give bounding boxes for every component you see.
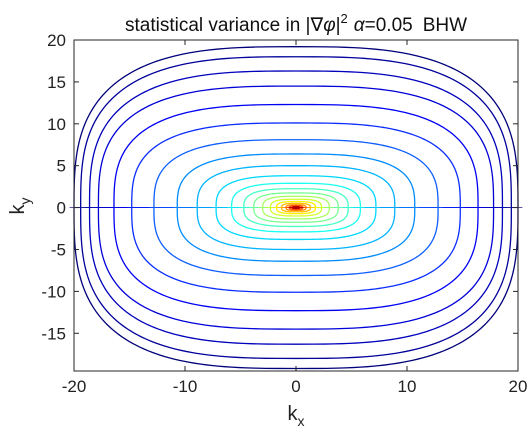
- y-tick-label: -5: [51, 240, 66, 259]
- y-ticks: -15 -10 -5 0 5 10 15 20: [41, 31, 518, 343]
- y-tick-label: 5: [57, 157, 66, 176]
- chart-title: statistical variance in |∇φ|2 α=0.05 BHW: [125, 11, 467, 36]
- y-tick-label: -15: [41, 324, 66, 343]
- y-tick-label: 20: [47, 31, 66, 50]
- y-tick-label: -10: [41, 282, 66, 301]
- contour-peak: [292, 205, 300, 210]
- y-tick-label: 15: [47, 73, 66, 92]
- x-ticks: -20 -10 0 10 20: [62, 40, 528, 396]
- y-axis-label: ky: [7, 198, 33, 215]
- y-tick-label: 0: [57, 199, 66, 218]
- plot-area: -20 -10 0 10 20 -15 -10 -5 0 5 10 15 20: [41, 31, 527, 396]
- x-tick-label: 0: [291, 377, 300, 396]
- x-tick-label: -20: [62, 377, 87, 396]
- x-tick-label: -10: [173, 377, 198, 396]
- y-tick-label: 10: [47, 115, 66, 134]
- x-axis-label: kx: [288, 403, 305, 429]
- x-tick-label: 20: [509, 377, 528, 396]
- contour-layer: [69, 46, 523, 370]
- x-tick-label: 10: [398, 377, 417, 396]
